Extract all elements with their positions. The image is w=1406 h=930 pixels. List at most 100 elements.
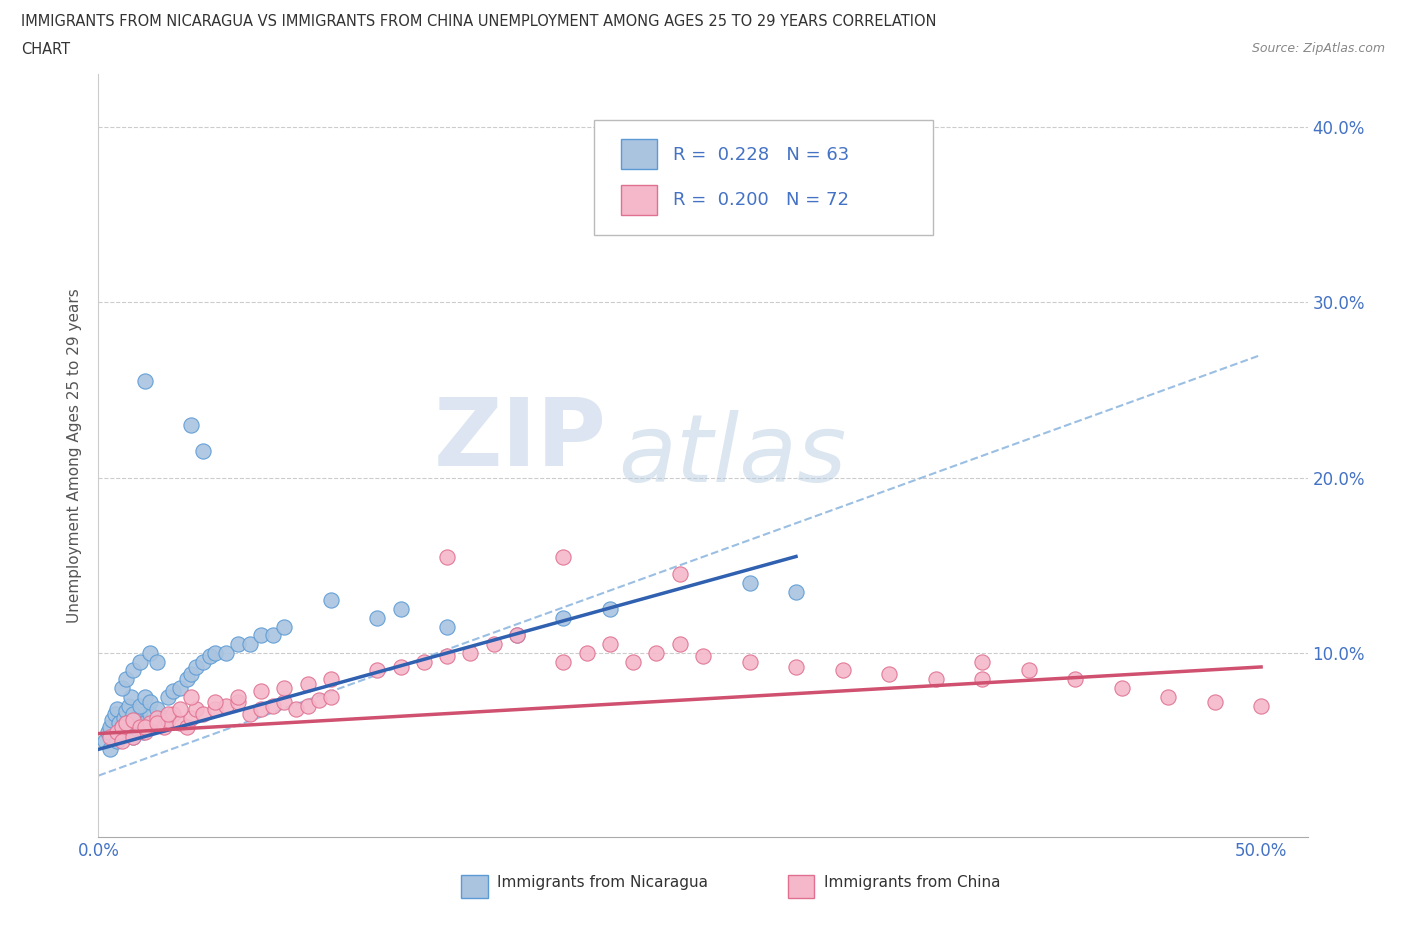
Point [145,711,167,725]
FancyBboxPatch shape [787,875,814,898]
Point [134,715,156,730]
Point [176,719,198,734]
Point [169,715,191,730]
Point [413,654,436,669]
Point [575,645,598,660]
Point [226,689,249,704]
Point [1157,689,1180,704]
Point [129,719,152,734]
Point [138,707,160,722]
Point [297,677,319,692]
Point [122,730,145,745]
Point [226,695,249,710]
Point [319,689,342,704]
Point [111,724,134,739]
Point [124,721,146,736]
Point [111,719,134,734]
Point [122,712,145,727]
Point [877,667,900,682]
Point [134,724,156,739]
Point [436,649,458,664]
Point [104,707,127,722]
Point [1250,698,1272,713]
Point [204,645,226,660]
Point [553,610,575,625]
Point [273,695,295,710]
Point [162,707,184,722]
Point [115,715,138,730]
Point [157,712,180,727]
Point [122,707,145,722]
Point [111,733,134,748]
Point [145,701,167,716]
Point [226,637,249,652]
Point [129,703,152,718]
Point [111,681,134,696]
Point [319,593,342,608]
Point [599,602,621,617]
Text: CHART: CHART [21,42,70,57]
Text: Immigrants from Nicaragua: Immigrants from Nicaragua [498,875,709,890]
Point [692,649,714,664]
Point [250,628,273,643]
Point [152,719,174,734]
Point [134,689,156,704]
Point [184,701,207,716]
Point [115,703,138,718]
Point [668,637,690,652]
Point [98,742,121,757]
Point [1018,663,1040,678]
Point [94,733,117,748]
Point [129,698,152,713]
Y-axis label: Unemployment Among Ages 25 to 29 years: Unemployment Among Ages 25 to 29 years [67,288,83,623]
Text: Source: ZipAtlas.com: Source: ZipAtlas.com [1251,42,1385,55]
Point [366,610,388,625]
Text: atlas: atlas [619,410,846,501]
Point [176,671,198,686]
Point [239,707,262,722]
Point [785,584,807,599]
Point [553,654,575,669]
Point [262,698,284,713]
Point [738,654,761,669]
Point [1111,681,1133,696]
Point [1064,671,1087,686]
Point [169,701,191,716]
Point [118,698,141,713]
Point [621,654,644,669]
Point [262,628,284,643]
Point [180,711,202,725]
Point [506,628,529,643]
Point [98,730,121,745]
Point [115,715,138,730]
Point [389,602,412,617]
Point [831,663,853,678]
Point [157,707,180,722]
Point [138,695,160,710]
Point [738,576,761,591]
Point [111,719,134,734]
Point [436,619,458,634]
Point [138,715,160,730]
Point [785,659,807,674]
Point [924,671,946,686]
Point [297,698,319,713]
Point [970,671,993,686]
FancyBboxPatch shape [621,184,657,215]
Point [136,719,159,734]
FancyBboxPatch shape [461,875,488,898]
Point [191,444,214,458]
Point [131,724,153,739]
Point [553,549,575,564]
Point [97,724,120,739]
Text: Immigrants from China: Immigrants from China [824,875,1001,890]
Text: ZIP: ZIP [433,394,606,486]
Point [668,172,690,187]
Point [134,719,156,734]
Point [129,654,152,669]
Point [273,681,295,696]
Point [105,701,128,716]
Text: IMMIGRANTS FROM NICARAGUA VS IMMIGRANTS FROM CHINA UNEMPLOYMENT AMONG AGES 25 TO: IMMIGRANTS FROM NICARAGUA VS IMMIGRANTS … [21,14,936,29]
Point [506,628,529,643]
Point [308,693,330,708]
